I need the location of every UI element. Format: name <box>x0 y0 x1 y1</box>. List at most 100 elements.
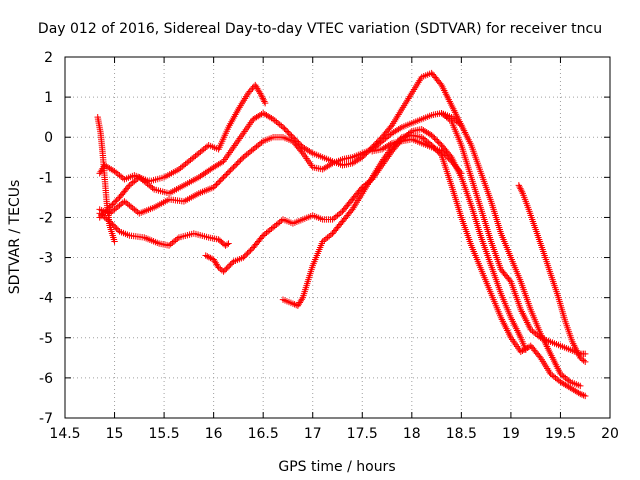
data-series <box>94 69 589 400</box>
x-tick-label: 15.5 <box>149 426 180 442</box>
data-point <box>241 252 248 260</box>
data-point <box>582 358 589 366</box>
data-point <box>218 175 226 182</box>
x-tick-label: 17 <box>304 426 322 442</box>
data-point <box>434 137 441 145</box>
data-point <box>444 153 451 161</box>
data-point <box>226 168 233 175</box>
data-point <box>506 276 513 284</box>
data-point <box>518 188 526 195</box>
data-point <box>213 181 220 188</box>
x-tick-label: 16 <box>205 426 223 442</box>
data-point <box>221 172 229 180</box>
y-tick-label: 2 <box>44 50 53 66</box>
data-point <box>518 186 525 194</box>
data-point <box>577 382 584 390</box>
data-point <box>226 262 233 270</box>
y-tick-label: -6 <box>39 371 53 387</box>
data-point <box>113 225 120 232</box>
data-point <box>210 256 217 263</box>
data-point <box>233 161 240 168</box>
y-tick-label: -1 <box>39 170 53 186</box>
y-tick-label: -2 <box>39 210 53 226</box>
data-point <box>260 96 267 104</box>
data-point <box>258 233 266 241</box>
data-point <box>516 183 523 191</box>
data-point <box>231 162 239 170</box>
data-point <box>436 140 444 148</box>
data-point <box>212 259 219 266</box>
data-point <box>442 152 449 159</box>
x-tick-label: 16.5 <box>248 426 279 442</box>
data-point <box>298 148 305 155</box>
axis-ticks: 14.5 15 15.5 16 16.5 17 17.5 18 18.5 19 19.5 20-7-6… <box>39 50 619 442</box>
data-point <box>582 350 589 358</box>
x-tick-label: 19.5 <box>545 426 576 442</box>
data-point <box>259 95 266 102</box>
data-point <box>279 123 287 131</box>
data-point <box>245 89 252 97</box>
data-point <box>112 198 119 205</box>
data-point <box>438 148 445 155</box>
data-point <box>258 93 266 100</box>
x-tick-label: 20 <box>601 426 619 442</box>
data-point <box>245 248 253 256</box>
data-point <box>437 80 444 87</box>
data-point <box>225 240 232 247</box>
data-point <box>113 197 120 204</box>
y-tick-label: -4 <box>39 291 53 307</box>
data-point <box>211 257 218 265</box>
data-point <box>446 156 454 164</box>
data-point <box>223 241 231 248</box>
data-point <box>240 254 247 261</box>
y-axis-label: SDTVAR / TECUs <box>7 180 23 295</box>
data-point <box>261 99 269 107</box>
data-point <box>428 132 435 139</box>
data-point <box>234 159 241 167</box>
data-point <box>220 174 227 181</box>
data-point <box>227 166 234 174</box>
data-point <box>216 178 223 185</box>
data-point <box>246 88 253 95</box>
data-point <box>286 131 294 138</box>
data-point <box>109 201 116 208</box>
x-tick-label: 14.5 <box>49 426 80 442</box>
data-point <box>228 165 236 172</box>
data-point <box>204 253 211 260</box>
x-tick-label: 17.5 <box>347 426 378 442</box>
data-point <box>281 125 288 132</box>
x-tick-label: 15 <box>106 426 124 442</box>
chart-title: Day 012 of 2016, Sidereal Day-to-day VTE… <box>38 21 602 37</box>
data-point <box>439 149 447 156</box>
data-point <box>224 169 231 177</box>
data-point <box>347 207 355 215</box>
data-point <box>441 150 448 158</box>
data-point <box>288 132 295 139</box>
data-point <box>227 261 234 268</box>
data-point <box>211 182 219 190</box>
data-point <box>205 253 213 261</box>
data-point <box>445 155 452 162</box>
data-point <box>284 128 291 135</box>
data-point <box>221 266 229 274</box>
data-point <box>238 155 246 162</box>
data-point <box>111 238 118 245</box>
data-point <box>387 123 394 130</box>
data-point <box>242 251 250 258</box>
data-point <box>517 185 524 192</box>
series-track-h <box>515 182 589 366</box>
y-tick-label: 0 <box>44 130 53 146</box>
data-point <box>456 168 464 176</box>
data-point <box>515 182 523 189</box>
data-point <box>582 392 589 400</box>
data-point <box>97 168 104 175</box>
data-point <box>224 264 231 271</box>
x-tick-label: 19 <box>502 426 520 442</box>
data-point <box>210 184 217 191</box>
x-tick-label: 18 <box>403 426 421 442</box>
y-tick-label: 1 <box>44 90 53 106</box>
data-point <box>230 164 237 171</box>
series-track-g <box>438 109 589 358</box>
